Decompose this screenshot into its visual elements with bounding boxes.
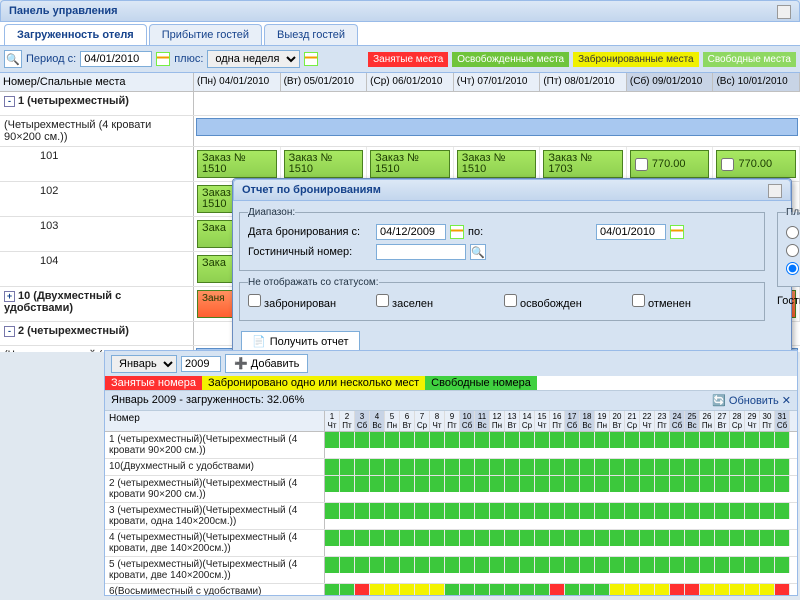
status-busy: Занятые места <box>368 52 448 67</box>
order-cell[interactable]: 770.00 <box>630 150 710 178</box>
payer-fieldset: Плательщик: юридические лица физические … <box>777 207 800 287</box>
cell-checkbox[interactable] <box>721 158 734 171</box>
occupancy-status: Январь 2009 - загруженность: 32.06% <box>111 394 304 407</box>
occupancy-row: 2 (четырехместный)(Четырехместный (4 кро… <box>105 476 797 503</box>
expand-icon[interactable]: - <box>4 326 15 337</box>
range-fieldset: Диапазон: Дата бронирования с: по: Гости… <box>239 207 765 271</box>
order-cell[interactable]: Заказ № 1703 <box>543 150 623 178</box>
month-select[interactable]: Январь <box>111 355 177 373</box>
year-input[interactable] <box>181 356 221 372</box>
dialog-title: Отчет по бронированиям <box>242 184 381 196</box>
lookup-icon[interactable]: 🔍 <box>470 244 486 260</box>
booking-report-dialog: Отчет по бронированиям Диапазон: Дата бр… <box>232 178 792 361</box>
expand-icon[interactable]: + <box>4 291 15 302</box>
table-row: -1 (четырехместный) <box>0 92 800 116</box>
tab-2[interactable]: Выезд гостей <box>264 24 358 45</box>
plus-label: плюс: <box>174 53 203 65</box>
date-from[interactable] <box>376 224 446 240</box>
cell-checkbox[interactable] <box>635 158 648 171</box>
period-date[interactable] <box>80 51 152 67</box>
status-freed: Освобожденные места <box>452 52 569 67</box>
minimize-icon[interactable] <box>777 5 791 19</box>
occupancy-legend: Занятые номера Забронировано одно или не… <box>105 376 797 390</box>
table-row: 101Заказ № 1510Заказ № 1510Заказ № 1510З… <box>0 147 800 182</box>
tabs: Загруженность отеляПрибытие гостейВыезд … <box>0 22 800 46</box>
get-report-button[interactable]: 📄Получить отчет <box>241 331 360 352</box>
calendar-icon[interactable] <box>156 52 170 66</box>
refresh-button[interactable]: 🔄 Обновить ✕ <box>712 394 791 407</box>
room-input[interactable] <box>376 244 466 260</box>
search-icon[interactable]: 🔍 <box>4 50 22 68</box>
dialog-minimize-icon[interactable] <box>768 184 782 198</box>
occupancy-row: 5 (четырехместный)(Четырехместный (4 кро… <box>105 557 797 584</box>
plus-select[interactable]: одна неделя <box>207 50 300 68</box>
add-button[interactable]: ➕ Добавить <box>225 354 308 373</box>
grid-header: Номер/Спальные места(Пн) 04/01/2010(Вт) … <box>0 73 800 92</box>
period-label: Период с: <box>26 53 76 65</box>
status-booked: Забронированные места <box>573 52 698 67</box>
occupancy-row: 10(Двухместный с удобствами) <box>105 459 797 476</box>
occupancy-panel: Январь ➕ Добавить Занятые номера Заброни… <box>104 350 798 596</box>
order-cell[interactable]: Заказ № 1510 <box>284 150 364 178</box>
calendar-icon[interactable] <box>450 225 464 239</box>
occupancy-row: 3 (четырехместный)(Четырехместный (4 кро… <box>105 503 797 530</box>
tab-0[interactable]: Загруженность отеля <box>4 24 147 45</box>
date-to[interactable] <box>596 224 666 240</box>
order-cell[interactable]: Заказ № 1510 <box>457 150 537 178</box>
order-cell[interactable]: 770.00 <box>716 150 796 178</box>
order-cell[interactable]: Заказ № 1510 <box>197 150 277 178</box>
occupancy-row: 6(Восьмиместный с удобствами) <box>105 584 797 595</box>
toolbar: 🔍 Период с: плюс: одна неделя Занятые ме… <box>0 46 800 73</box>
status-filter-fieldset: Не отображать со статусом: забронирован … <box>239 277 765 321</box>
order-cell[interactable]: Заказ № 1510 <box>370 150 450 178</box>
status-free: Свободные места <box>703 52 796 67</box>
expand-icon[interactable]: - <box>4 96 15 107</box>
occupancy-row: 1 (четырехместный)(Четырехместный (4 кро… <box>105 432 797 459</box>
occupancy-row: 4 (четырехместный)(Четырехместный (4 кро… <box>105 530 797 557</box>
calendar-icon-2[interactable] <box>304 52 318 66</box>
calendar-icon[interactable] <box>670 225 684 239</box>
main-title: Панель управления <box>0 0 800 22</box>
table-row: (Четырехместный (4 кровати 90×200 см.)) <box>0 116 800 147</box>
tab-1[interactable]: Прибытие гостей <box>149 24 262 45</box>
